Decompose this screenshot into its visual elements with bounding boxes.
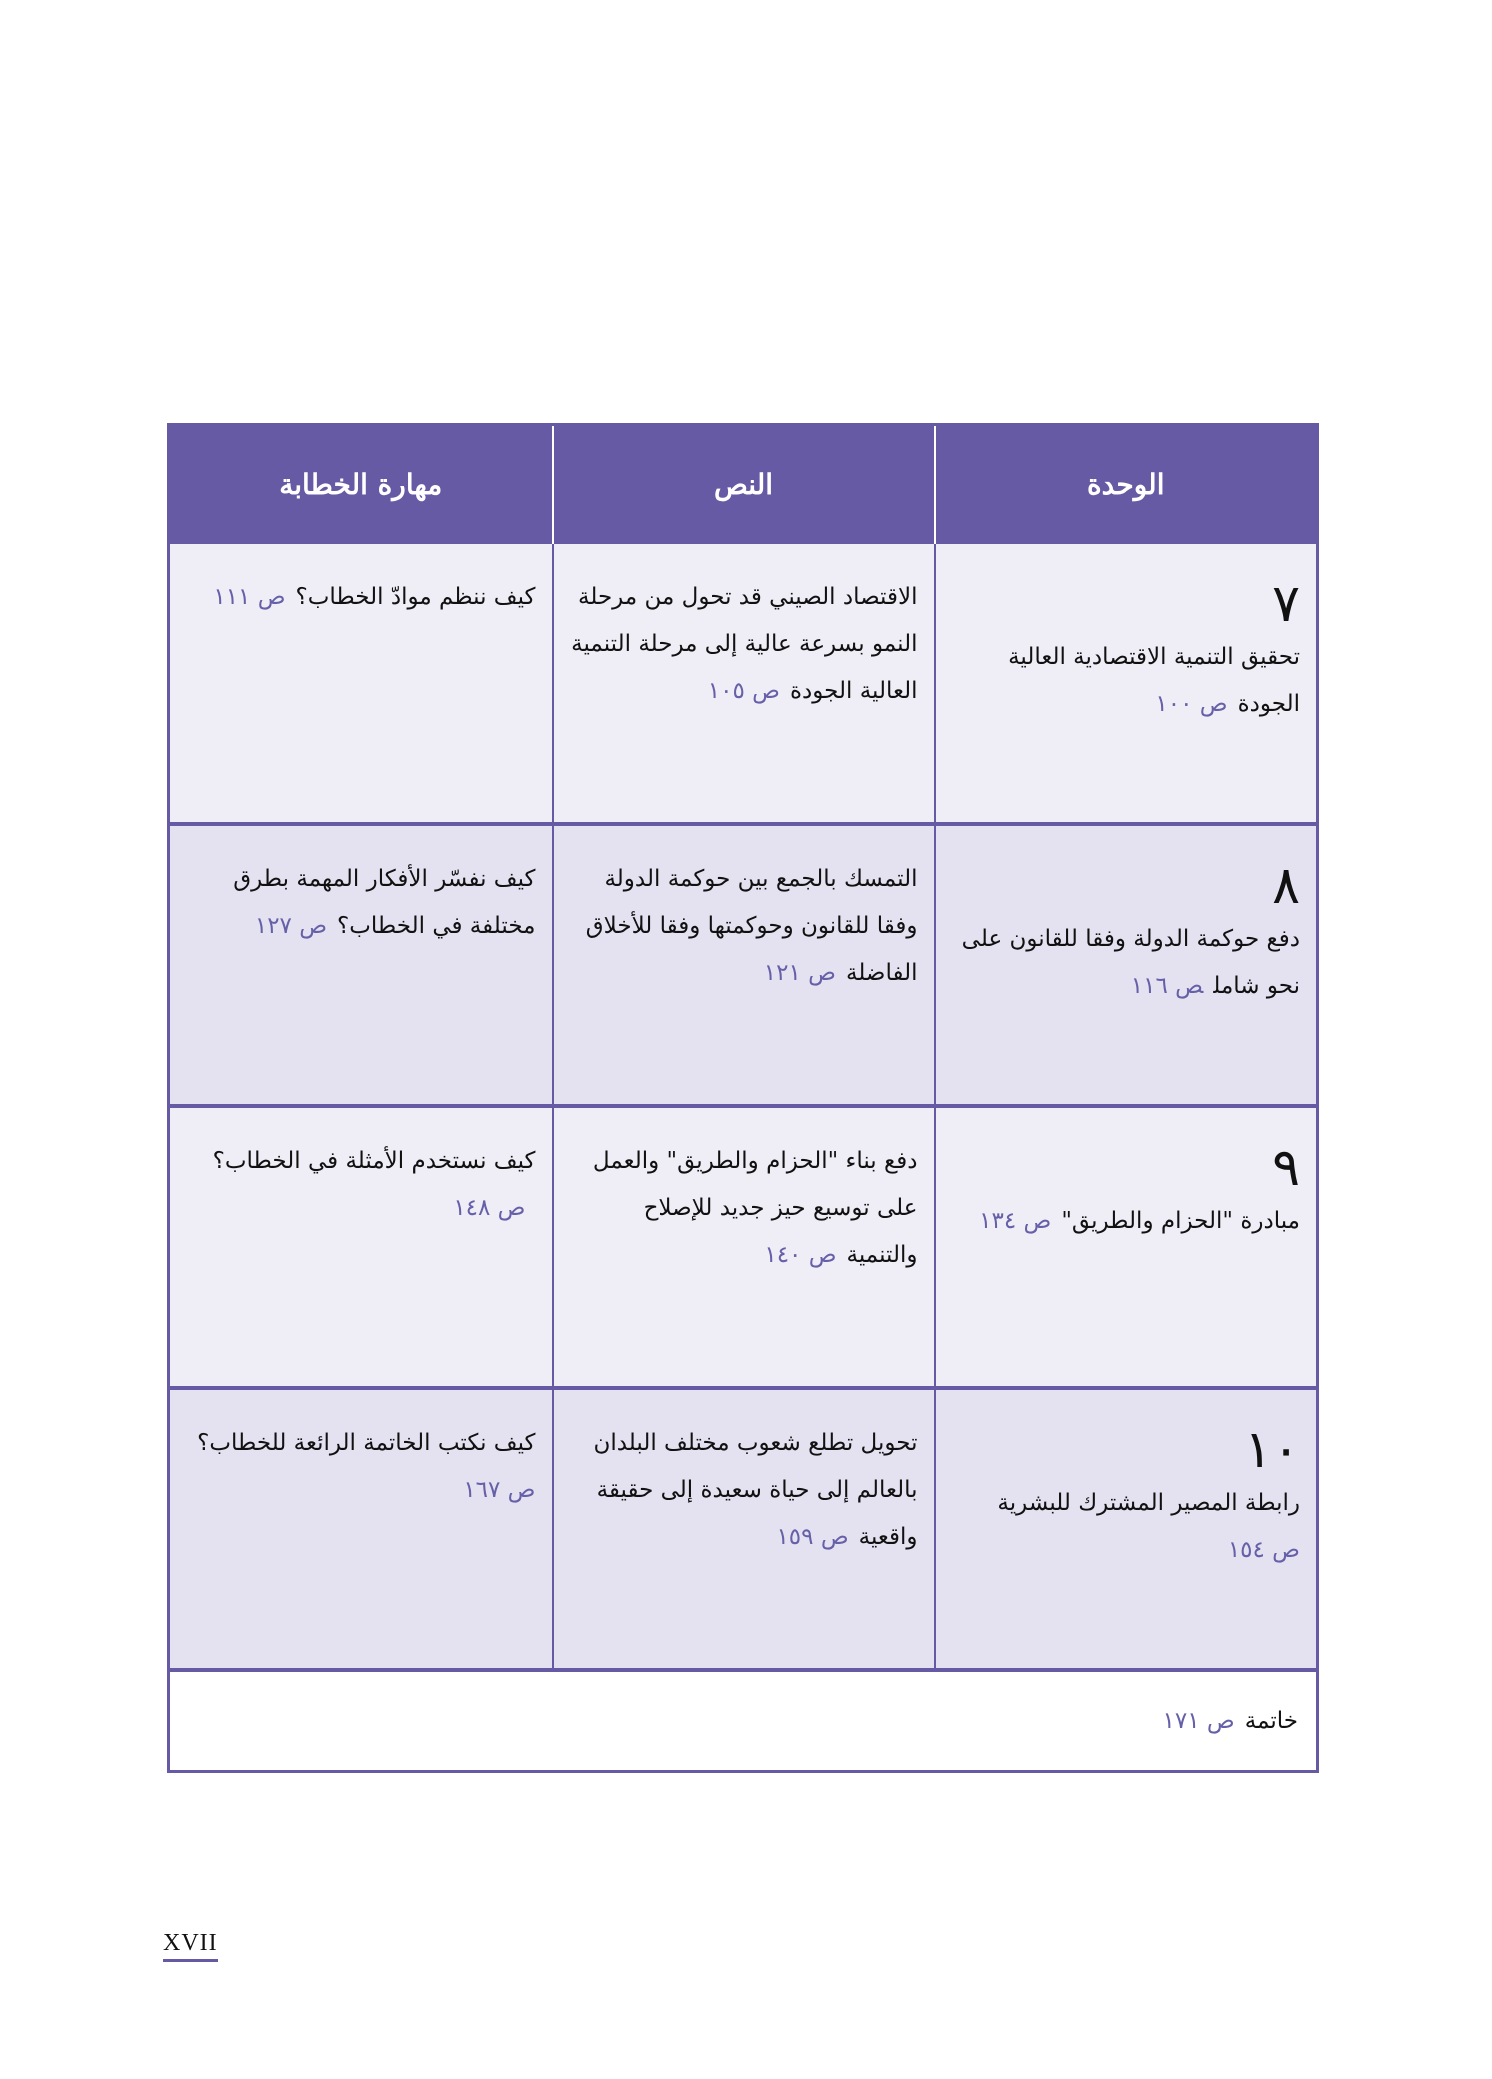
table-row: ١٠ رابطة المصير المشترك للبشرية ص ١٥٤ تحوي… — [167, 1386, 1319, 1671]
page-ref[interactable]: ص ١٢٧ — [254, 913, 328, 939]
table-row: ٨ دفع حوكمة الدولة وفقا للقانون على نحو ش… — [167, 822, 1319, 1107]
unit-title: تحقيق التنمية الاقتصادية العالية الجودة — [1008, 644, 1300, 717]
page-ref[interactable]: ص ١٤٠ — [764, 1242, 837, 1268]
text-title: دفع بناء "الحزام والطريق" والعمل على توس… — [592, 1148, 918, 1268]
text-cell: التمسك بالجمع بين حوكمة الدولة وفقا للقا… — [551, 822, 936, 1107]
closing-cell: خاتمة ص ١٧١ — [167, 1668, 1319, 1773]
skill-title: كيف نفسّر الأفكار المهمة بطرق مختلفة في … — [233, 866, 536, 939]
page-ref[interactable]: ص ١٢١ — [763, 960, 836, 986]
unit-cell: ١٠ رابطة المصير المشترك للبشرية ص ١٥٤ — [933, 1386, 1319, 1671]
table-row: ٧ تحقيق التنمية الاقتصادية العالية الجودة… — [167, 542, 1319, 825]
unit-number: ١٠ — [1244, 1420, 1300, 1480]
page-ref[interactable]: ص ١٠٥ — [707, 678, 780, 704]
skill-cell: كيف نفسّر الأفكار المهمة بطرق مختلفة في … — [167, 822, 554, 1107]
unit-cell: ٩ مبادرة "الحزام والطريق" ص ١٣٤ — [933, 1104, 1319, 1389]
skill-cell: كيف ننظم موادّ الخطاب؟ ص ١١١ — [167, 542, 554, 825]
text-title: التمسك بالجمع بين حوكمة الدولة وفقا للقا… — [585, 866, 918, 986]
page-ref[interactable]: ص ١٠٠ — [1155, 691, 1228, 717]
unit-cell: ٧ تحقيق التنمية الاقتصادية العالية الجودة… — [933, 542, 1319, 825]
page-number: XVII — [163, 1930, 218, 1962]
unit-cell: ٨ دفع حوكمة الدولة وفقا للقانون على نحو ش… — [933, 822, 1319, 1107]
page-ref[interactable]: ص ١٤٨ — [453, 1195, 526, 1221]
table-row: ٩ مبادرة "الحزام والطريق" ص ١٣٤ دفع بناء "… — [167, 1104, 1319, 1389]
page-ref[interactable]: ص ١١٦ — [1130, 973, 1204, 999]
page-ref[interactable]: ص ١٦٧ — [463, 1477, 536, 1503]
closing-row: خاتمة ص ١٧١ — [167, 1668, 1319, 1773]
page-ref[interactable]: ص ١١١ — [213, 584, 286, 610]
skill-cell: كيف نكتب الخاتمة الرائعة للخطاب؟ ص ١٦٧ — [167, 1386, 554, 1671]
skill-title: كيف نكتب الخاتمة الرائعة للخطاب؟ — [197, 1430, 536, 1456]
header-skill: مهارة الخطابة — [168, 424, 553, 543]
skill-title: كيف ننظم موادّ الخطاب؟ — [295, 584, 536, 610]
skill-cell: كيف نستخدم الأمثلة في الخطاب؟ ص ١٤٨ — [167, 1104, 554, 1389]
unit-title: مبادرة "الحزام والطريق" — [1061, 1208, 1300, 1234]
text-cell: الاقتصاد الصيني قد تحول من مرحلة النمو ب… — [551, 542, 936, 825]
unit-number: ٩ — [1272, 1138, 1300, 1198]
page-ref[interactable]: ص ١٣٤ — [979, 1208, 1052, 1234]
text-cell: تحويل تطلع شعوب مختلف البلدان بالعالم إل… — [551, 1386, 936, 1671]
closing-label: خاتمة — [1244, 1707, 1298, 1734]
page-ref[interactable]: ص ١٧١ — [1162, 1707, 1235, 1734]
table-of-contents: الوحدة النص مهارة الخطابة ٧ تحقيق التنمية… — [167, 423, 1319, 1773]
unit-title: رابطة المصير المشترك للبشرية — [997, 1490, 1300, 1516]
unit-number: ٨ — [1272, 856, 1300, 916]
text-title: الاقتصاد الصيني قد تحول من مرحلة النمو ب… — [571, 584, 918, 704]
unit-number: ٧ — [1272, 574, 1300, 634]
header-text: النص — [551, 424, 935, 543]
text-title: تحويل تطلع شعوب مختلف البلدان بالعالم إل… — [593, 1430, 918, 1550]
skill-title: كيف نستخدم الأمثلة في الخطاب؟ — [212, 1148, 536, 1174]
page-ref[interactable]: ص ١٥٩ — [776, 1524, 849, 1550]
header-row: الوحدة النص مهارة الخطابة — [168, 424, 1318, 543]
text-cell: دفع بناء "الحزام والطريق" والعمل على توس… — [551, 1104, 936, 1389]
page-ref[interactable]: ص ١٥٤ — [1227, 1537, 1300, 1563]
header-unit: الوحدة — [933, 424, 1318, 543]
unit-title: دفع حوكمة الدولة وفقا للقانون على نحو شا… — [961, 926, 1300, 999]
